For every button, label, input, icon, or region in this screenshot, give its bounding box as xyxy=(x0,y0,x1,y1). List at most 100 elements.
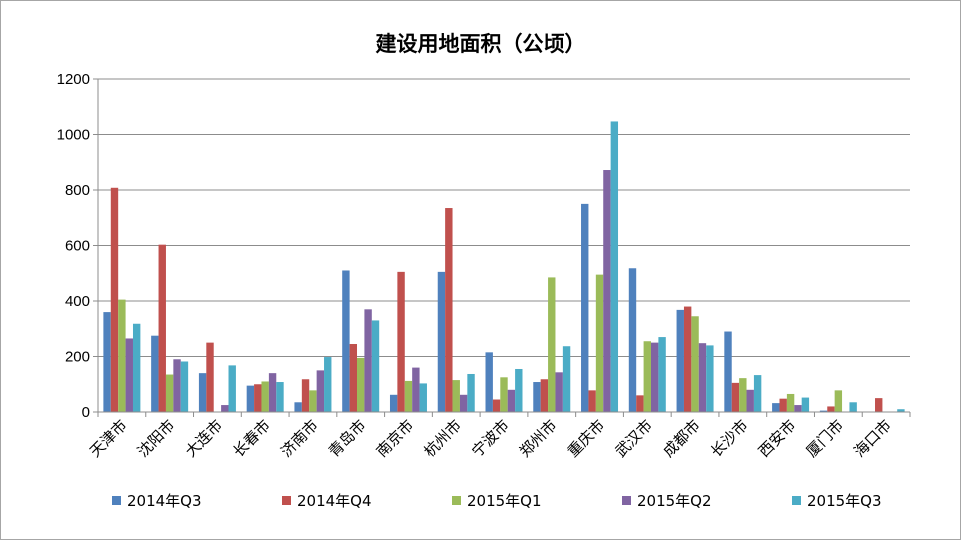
bar xyxy=(779,398,787,412)
bar xyxy=(628,268,637,412)
bar xyxy=(452,380,460,412)
y-tick-label: 400 xyxy=(65,293,90,310)
bar xyxy=(371,320,380,412)
bar xyxy=(706,345,714,412)
x-category-label: 杭州市 xyxy=(421,416,466,461)
bar xyxy=(595,274,604,412)
bar xyxy=(588,390,596,412)
bar xyxy=(165,374,174,412)
legend-swatch xyxy=(792,496,801,505)
bar xyxy=(683,306,692,412)
bar xyxy=(246,385,255,412)
x-category-label: 沈阳市 xyxy=(134,416,179,461)
x-category-label: 武汉市 xyxy=(612,416,657,461)
bar xyxy=(507,389,516,412)
bar xyxy=(753,375,762,412)
legend: 2014年Q3 2014年Q4 2015年Q1 2015年Q2 2015年Q3 xyxy=(112,492,882,510)
bars xyxy=(103,121,905,413)
bar xyxy=(636,395,644,412)
bar xyxy=(643,341,651,412)
y-tick-label: 1200 xyxy=(57,71,90,88)
bar xyxy=(342,270,350,412)
bar xyxy=(676,309,684,412)
bar xyxy=(794,405,802,412)
bar xyxy=(459,394,468,412)
bar xyxy=(691,316,699,412)
x-category-label: 长沙市 xyxy=(707,416,752,461)
bar xyxy=(819,410,828,412)
x-category-label: 宁波市 xyxy=(468,416,513,461)
bar xyxy=(485,352,493,412)
bar xyxy=(132,323,141,412)
bar xyxy=(261,381,269,412)
bar xyxy=(772,403,780,412)
y-tick-label: 1000 xyxy=(57,127,90,144)
bar xyxy=(555,372,563,412)
bar xyxy=(492,399,501,412)
x-category-label: 厦门市 xyxy=(803,416,848,461)
x-category-label: 南京市 xyxy=(373,416,418,461)
bar xyxy=(276,382,284,412)
bar xyxy=(610,121,619,413)
bar xyxy=(412,367,420,412)
x-category-label: 西安市 xyxy=(755,416,800,461)
bar xyxy=(198,373,207,412)
bar xyxy=(254,384,262,412)
bar xyxy=(110,187,119,412)
bar xyxy=(548,277,556,412)
x-category-label: 郑州市 xyxy=(516,416,561,461)
bar xyxy=(562,346,571,412)
bar xyxy=(324,357,332,412)
bar xyxy=(875,398,883,412)
bar xyxy=(228,365,236,412)
bar xyxy=(739,378,747,412)
legend-swatch xyxy=(452,496,461,505)
legend-label: 2014年Q3 xyxy=(127,492,202,510)
bar xyxy=(849,402,857,412)
bar xyxy=(445,208,453,412)
bar xyxy=(650,342,659,412)
x-category-label: 天津市 xyxy=(86,416,131,461)
legend-label: 2015年Q3 xyxy=(807,492,882,510)
legend-label: 2015年Q1 xyxy=(467,492,542,510)
bar xyxy=(834,390,843,412)
gridlines xyxy=(98,78,910,357)
bar xyxy=(221,405,229,412)
bar xyxy=(158,244,166,412)
bar xyxy=(827,406,835,412)
chart-title: 建设用地面积（公顷） xyxy=(375,32,586,56)
x-category-label: 海口市 xyxy=(850,416,895,461)
bar xyxy=(603,170,611,412)
bar xyxy=(294,402,302,412)
legend-label: 2014年Q4 xyxy=(297,492,372,510)
bar xyxy=(268,373,277,412)
legend-swatch xyxy=(622,496,631,505)
bar xyxy=(786,393,795,412)
bar xyxy=(301,379,310,412)
y-tick-label: 200 xyxy=(65,349,90,366)
bar xyxy=(180,361,189,412)
x-axis-category-labels: 天津市 沈阳市 大连市 长春市 济南市 青岛市 南京市 杭州市 宁波市 郑州市 重庆市 武汉市 成都市长… xyxy=(86,416,895,461)
x-category-label: 长春市 xyxy=(229,416,274,461)
bar xyxy=(125,338,133,412)
bar xyxy=(151,335,159,412)
bar xyxy=(309,390,317,412)
axes xyxy=(93,78,911,417)
legend-label: 2015年Q2 xyxy=(637,492,712,510)
bar xyxy=(724,331,732,412)
y-tick-label: 800 xyxy=(65,182,90,199)
x-category-label: 青岛市 xyxy=(325,416,370,461)
bar xyxy=(389,394,398,412)
bar xyxy=(173,359,181,412)
bar xyxy=(397,271,405,412)
bar xyxy=(533,382,541,412)
bar xyxy=(540,379,549,412)
bar xyxy=(500,377,508,412)
x-category-label: 重庆市 xyxy=(564,416,609,461)
legend-swatch xyxy=(112,496,121,505)
y-tick-label: 600 xyxy=(65,238,90,255)
bar xyxy=(419,383,427,412)
bar xyxy=(581,203,589,412)
x-category-label: 济南市 xyxy=(277,416,322,461)
